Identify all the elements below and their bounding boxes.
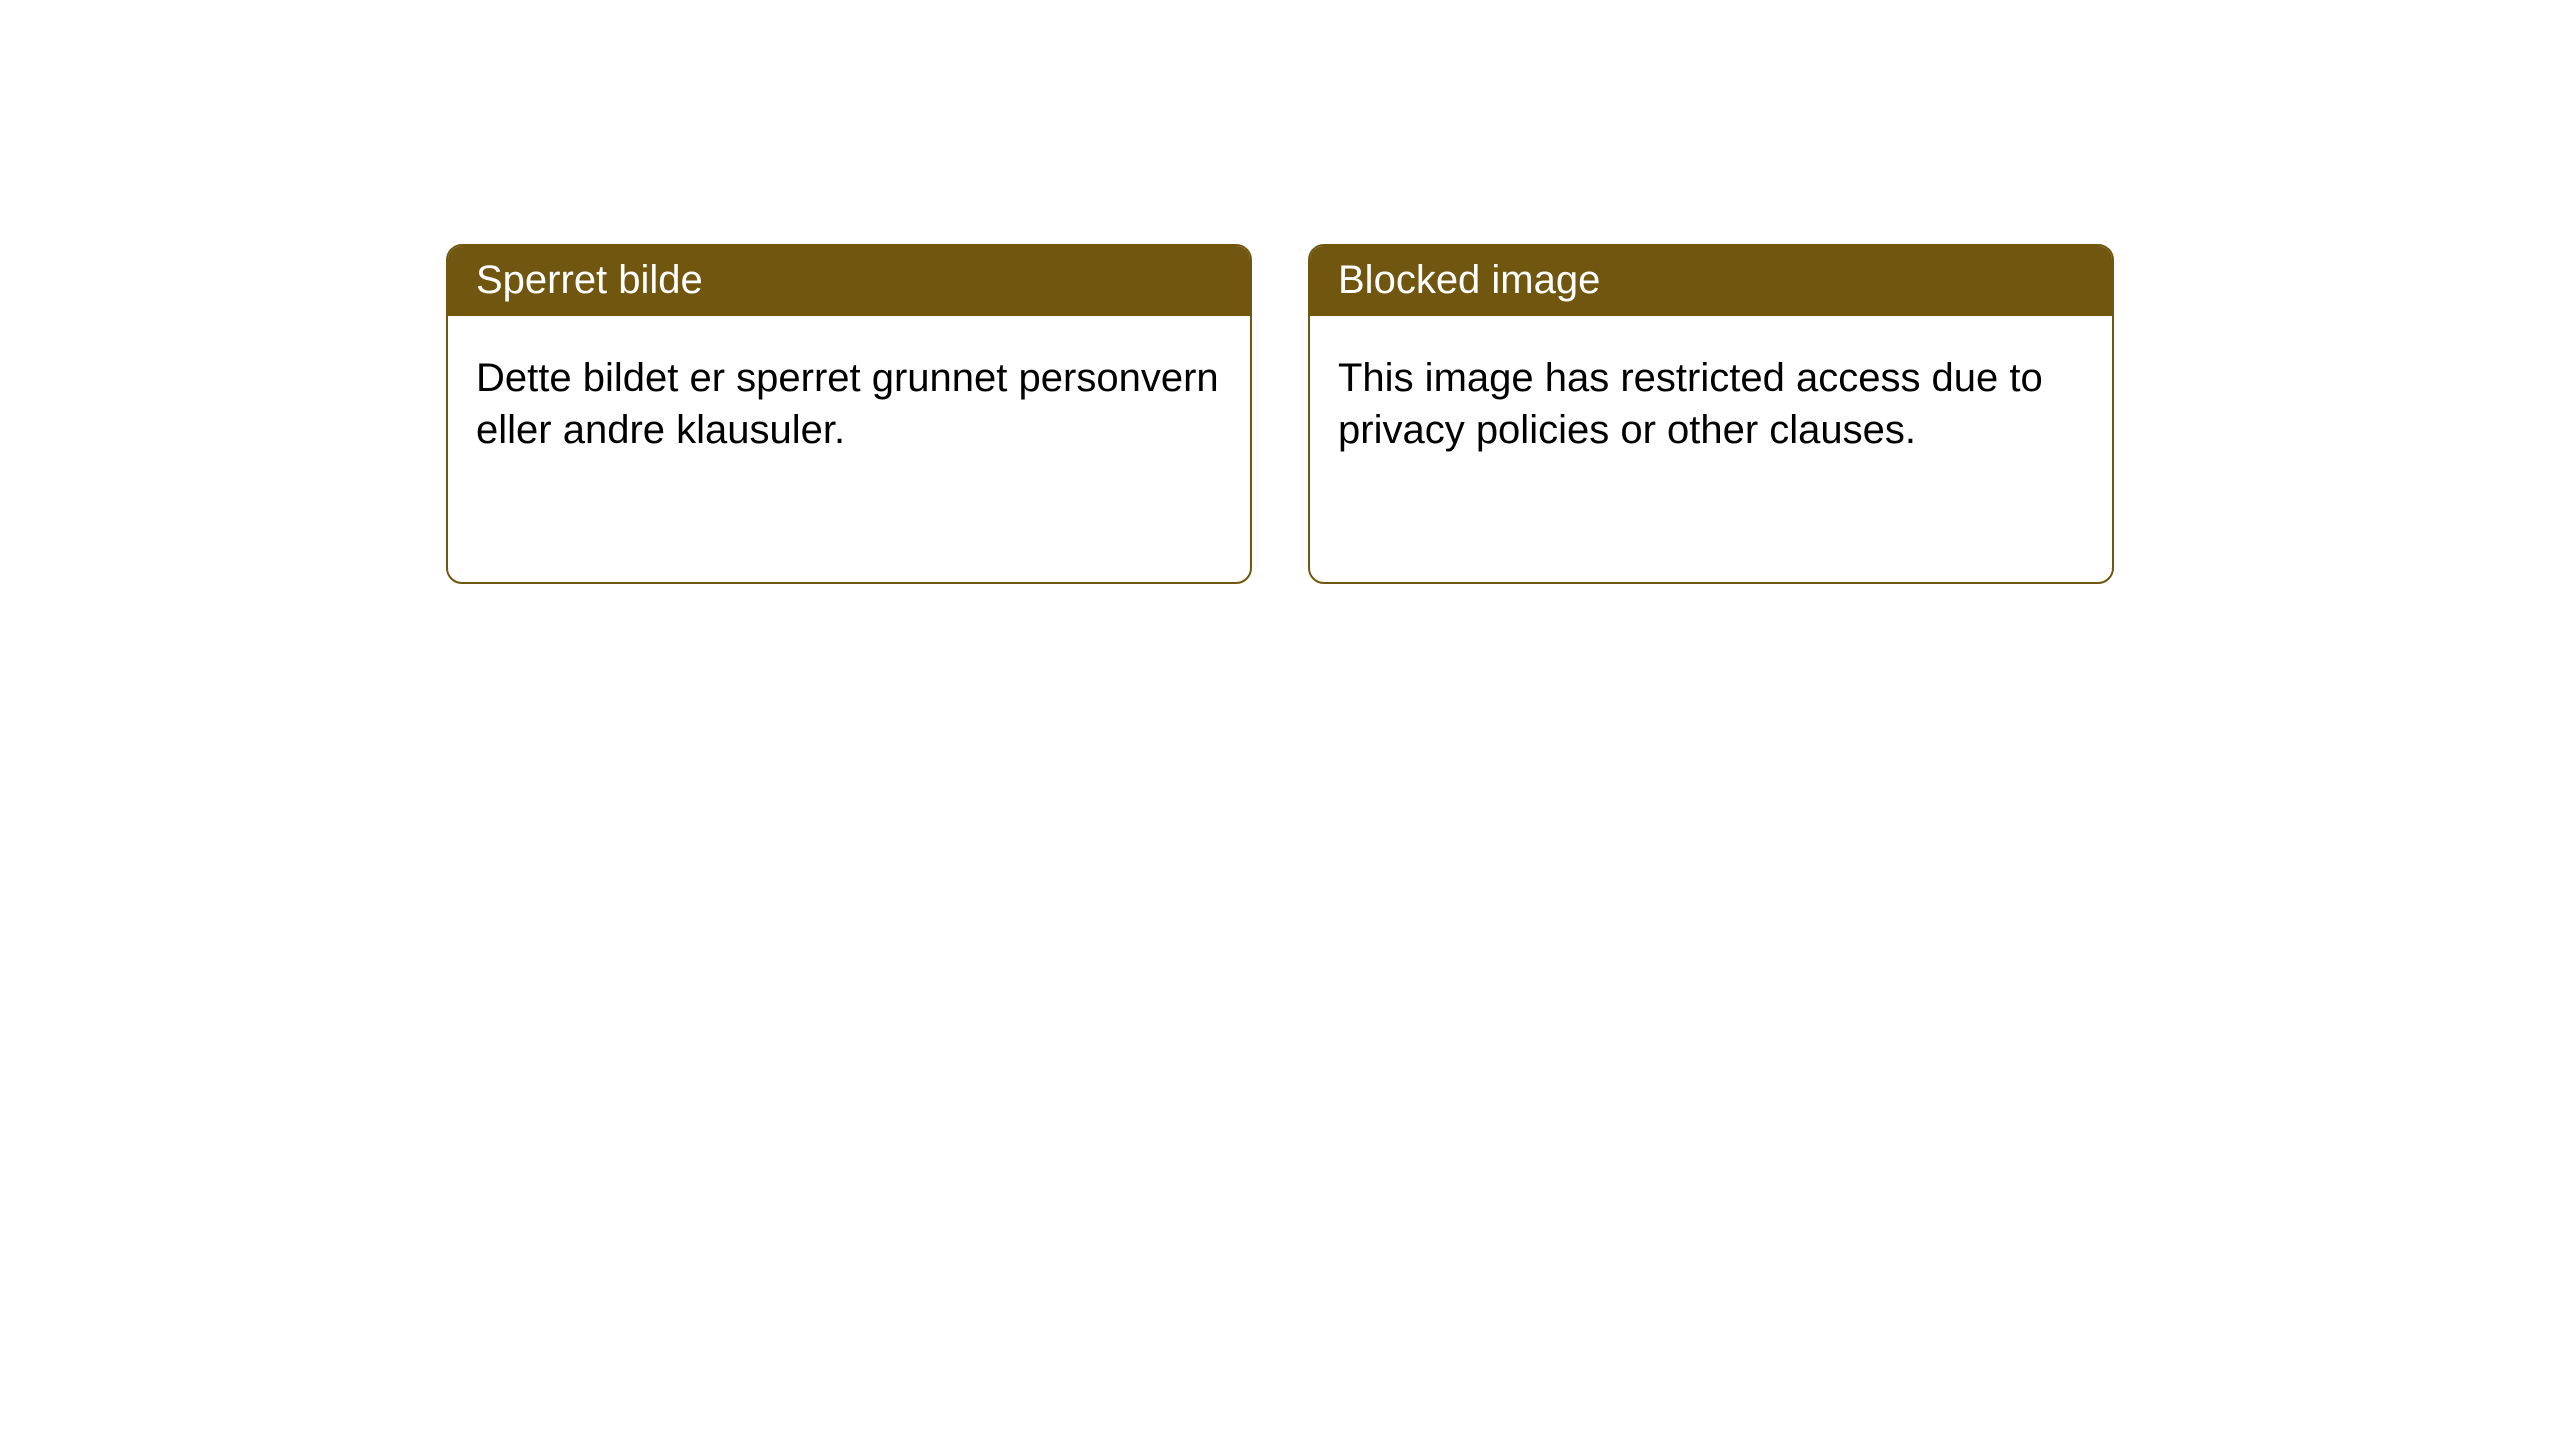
notice-header: Blocked image [1310,246,2112,316]
notice-body: Dette bildet er sperret grunnet personve… [448,316,1250,493]
notice-header: Sperret bilde [448,246,1250,316]
notice-body: This image has restricted access due to … [1310,316,2112,493]
notice-card-english: Blocked image This image has restricted … [1308,244,2114,584]
notice-card-norwegian: Sperret bilde Dette bildet er sperret gr… [446,244,1252,584]
notice-container: Sperret bilde Dette bildet er sperret gr… [0,0,2560,584]
